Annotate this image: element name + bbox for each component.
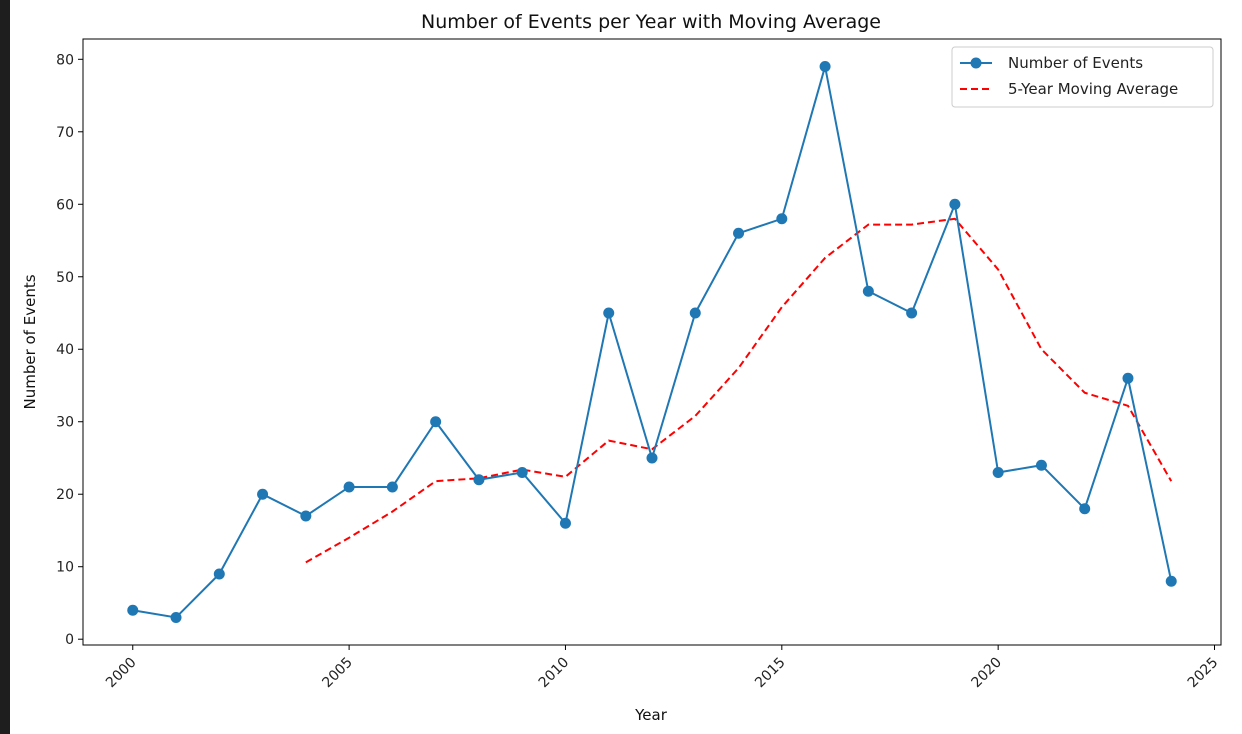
data-point-events — [1079, 503, 1091, 515]
x-tick-label: 2015 — [752, 655, 789, 692]
x-tick-label: 2010 — [536, 655, 573, 692]
data-point-events — [473, 474, 485, 486]
data-point-events — [343, 481, 355, 493]
y-tick-label: 70 — [56, 125, 74, 141]
plot-frame — [82, 38, 1222, 646]
data-point-events — [1165, 575, 1177, 587]
x-tick-label: 2000 — [103, 655, 140, 692]
y-tick-label: 50 — [56, 270, 74, 286]
series-line-events — [132, 66, 1173, 619]
y-tick-label: 20 — [56, 487, 74, 503]
x-axis-title: Year — [634, 706, 668, 724]
y-tick-label: 30 — [56, 415, 74, 431]
axes: 0 10 20 30 40 50 60 70 80 2000 2005 2010 2015 2020 202… — [56, 38, 1222, 692]
y-tick-label: 10 — [56, 560, 74, 576]
y-axis-title: Number of Events — [21, 274, 39, 409]
data-point-events — [516, 466, 528, 478]
data-point-events — [689, 307, 701, 319]
chart-title: Number of Events per Year with Moving Av… — [421, 11, 881, 33]
window-edge-strip — [0, 0, 10, 734]
y-tick-label: 40 — [56, 342, 74, 358]
data-point-events — [213, 568, 225, 580]
data-point-events — [127, 604, 139, 616]
y-tick-label: 80 — [56, 52, 74, 68]
data-point-events — [170, 611, 182, 623]
data-point-events — [300, 510, 312, 522]
x-tick-label: 2025 — [1185, 655, 1222, 692]
data-point-events — [257, 488, 269, 500]
data-point-events — [646, 452, 658, 464]
legend-box — [951, 46, 1214, 108]
legend-label-moving-average: 5-Year Moving Average — [1008, 80, 1178, 98]
data-point-events — [862, 285, 874, 297]
data-point-events — [776, 213, 788, 225]
legend-label-events: Number of Events — [1008, 54, 1143, 72]
data-point-events — [430, 416, 442, 428]
data-point-events — [559, 517, 571, 529]
legend-marker-events — [970, 57, 982, 69]
data-point-events — [819, 61, 831, 73]
data-point-events — [949, 198, 961, 210]
legend: Number of Events 5-Year Moving Average — [951, 46, 1214, 108]
data-point-events — [992, 466, 1004, 478]
data-point-events — [906, 307, 918, 319]
data-point-events — [386, 481, 398, 493]
series-line-moving-average — [305, 217, 1173, 564]
data-point-events — [733, 227, 745, 239]
data-point-events — [603, 307, 615, 319]
x-tick-label: 2020 — [968, 655, 1005, 692]
series-layer — [127, 61, 1177, 623]
data-point-events — [1122, 372, 1134, 384]
y-tick-label: 0 — [65, 632, 74, 648]
x-tick-label: 2005 — [319, 655, 356, 692]
data-point-events — [1035, 459, 1047, 471]
y-tick-label: 60 — [56, 197, 74, 213]
